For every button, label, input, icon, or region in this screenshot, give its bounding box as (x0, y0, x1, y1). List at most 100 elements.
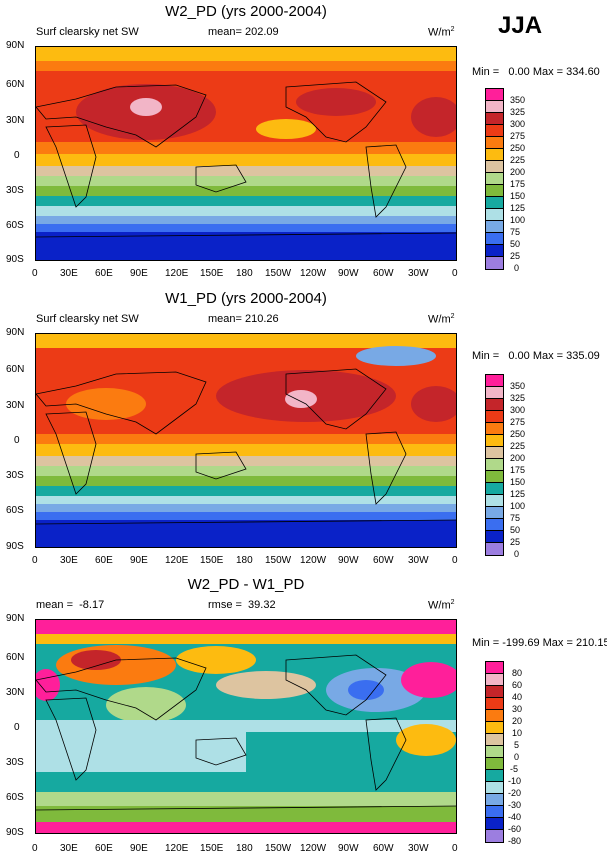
panel-3-xtick: 90W (338, 843, 359, 854)
colorbar-label: -60 (508, 824, 522, 834)
colorbar-swatch (486, 89, 503, 101)
panel-3-units: W/m2 (428, 599, 455, 612)
colorbar-label: -20 (508, 788, 522, 798)
colorbar-swatch (486, 185, 503, 197)
colorbar-label: -80 (508, 836, 522, 846)
colorbar-swatch (486, 459, 503, 471)
colorbar-swatch (486, 782, 503, 794)
colorbar-swatch (486, 662, 503, 674)
panel-1-xtick: 150E (200, 268, 224, 279)
panel-1-xtick: 60E (95, 268, 113, 279)
panel-3-ytick: 90S (6, 827, 24, 838)
colorbar-label: 25 (510, 251, 521, 261)
panel-2-mean: mean= 210.26 (208, 313, 279, 325)
panel-2-ytick: 90N (6, 327, 25, 338)
colorbar-label: 125 (510, 489, 526, 499)
colorbar-swatch (486, 209, 503, 221)
panel-2-xtick: 150E (200, 555, 224, 566)
colorbar-label: 0 (514, 752, 520, 762)
colorbar-swatch (486, 770, 503, 782)
panel-1-ytick: 90N (6, 40, 25, 51)
colorbar-label: -10 (508, 776, 522, 786)
colorbar-label: 350 (510, 381, 526, 391)
colorbar-label: 350 (510, 95, 526, 105)
colorbar-label: 10 (512, 728, 523, 738)
colorbar-swatch (486, 149, 503, 161)
panel-3-xtick: 120W (300, 843, 327, 854)
panel-1-xtick: 90W (338, 268, 359, 279)
panel-1-xtick: 120W (300, 268, 327, 279)
panel-1-xtick: 30W (408, 268, 429, 279)
panel-3-ytick: 90N (6, 613, 25, 624)
colorbar-label: -40 (508, 812, 522, 822)
panel-3-xtick: 0 (32, 843, 38, 854)
colorbar-swatch (486, 507, 503, 519)
panel-1-ytick: 60N (6, 79, 25, 90)
colorbar-swatch (486, 722, 503, 734)
panel-1-xtick: 180 (236, 268, 253, 279)
panel-3-xtick: 90E (130, 843, 148, 854)
panel-2-map (35, 333, 457, 548)
colorbar-label: 20 (512, 716, 523, 726)
panel-1-mean: mean= 202.09 (208, 26, 279, 38)
panel-2-minmax: Min = 0.00 Max = 335.09 (472, 350, 600, 362)
colorbar-swatch (486, 483, 503, 495)
colorbar-label: 250 (510, 143, 526, 153)
colorbar-label: 175 (510, 179, 526, 189)
colorbar-swatch (486, 698, 503, 710)
colorbar-label: 275 (510, 131, 526, 141)
panel-1-left-label: Surf clearsky net SW (36, 26, 139, 38)
panel-3-xtick: 150W (265, 843, 292, 854)
colorbar-label: 100 (510, 215, 526, 225)
panel-1-xtick: 30E (60, 268, 78, 279)
colorbar-label: 0 (514, 263, 520, 273)
colorbar-swatch (486, 233, 503, 245)
panel-2-xtick: 30W (408, 555, 429, 566)
colorbar-label: 150 (510, 477, 526, 487)
colorbar-swatch (486, 471, 503, 483)
panel-1-minmax: Min = 0.00 Max = 334.60 (472, 66, 600, 78)
colorbar-label: 100 (510, 501, 526, 511)
colorbar-label: -30 (508, 800, 522, 810)
colorbar-label: 50 (510, 525, 521, 535)
panel-1-map (35, 46, 457, 261)
colorbar-label: 150 (510, 191, 526, 201)
colorbar-swatch (486, 423, 503, 435)
panel-3-title: W2_PD - W1_PD (187, 576, 305, 593)
colorbar-label: 175 (510, 465, 526, 475)
colorbar-swatch (486, 794, 503, 806)
colorbar-swatch (486, 818, 503, 830)
panel-2-ytick: 0 (14, 435, 20, 446)
colorbar-label: 250 (510, 429, 526, 439)
colorbar-swatch (486, 531, 503, 543)
panel-3-minmax: Min = -199.69 Max = 210.15 (472, 637, 607, 649)
panel-2-ytick: 30S (6, 470, 24, 481)
panel-1-xtick: 120E (165, 268, 189, 279)
colorbar-swatch (486, 375, 503, 387)
colorbar-swatch (486, 447, 503, 459)
colorbar-label: 80 (512, 668, 523, 678)
colorbar-label: 5 (514, 740, 520, 750)
colorbar-swatch (486, 221, 503, 233)
colorbar-label: 75 (510, 227, 521, 237)
colorbar-label: 30 (512, 704, 523, 714)
panel-2-ytick: 60S (6, 505, 24, 516)
colorbar-swatch (486, 161, 503, 173)
colorbar-swatch (486, 173, 503, 185)
colorbar-label: 300 (510, 119, 526, 129)
colorbar-swatch (486, 686, 503, 698)
panel-3-ytick: 0 (14, 722, 20, 733)
panel-1-ytick: 30S (6, 185, 24, 196)
colorbar-label: 75 (510, 513, 521, 523)
panel-2-xtick: 60E (95, 555, 113, 566)
colorbar-label: 300 (510, 405, 526, 415)
colorbar-swatch (486, 197, 503, 209)
panel-2-colorbar (485, 374, 504, 556)
panel-3-xtick: 150E (200, 843, 224, 854)
colorbar-swatch (486, 399, 503, 411)
panel-3-ytick: 60N (6, 652, 25, 663)
colorbar-swatch (486, 710, 503, 722)
colorbar-label: 25 (510, 537, 521, 547)
panel-3-map (35, 619, 457, 834)
panel-1-xtick: 90E (130, 268, 148, 279)
